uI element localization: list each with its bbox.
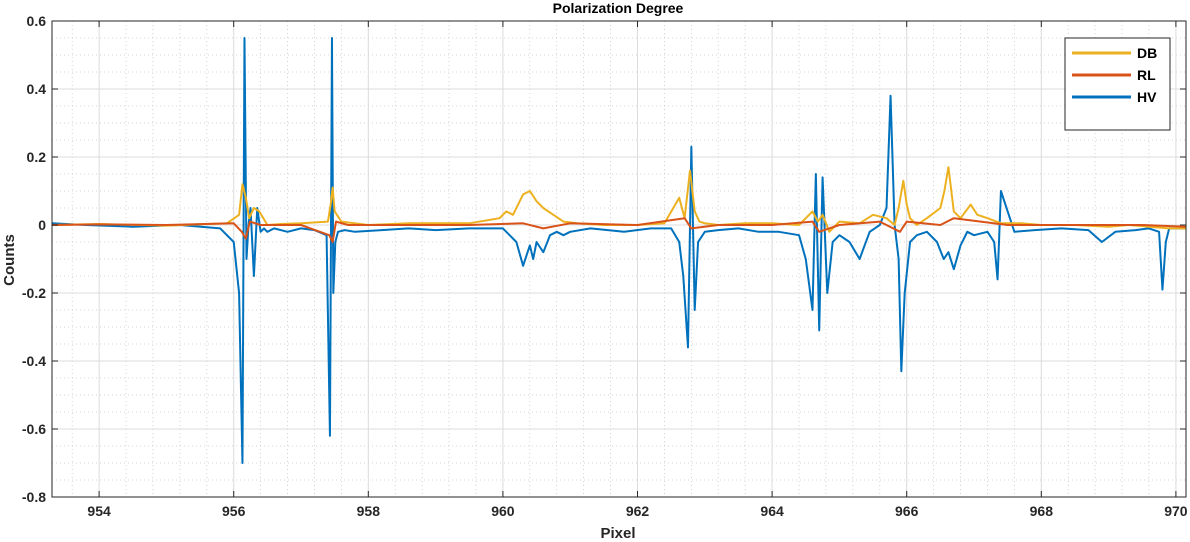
tick-labels: 954 956 958 960 962 964 966 968 970 -0.8 -0.6 -0.4 -… [22, 13, 1188, 519]
x-axis-label: Pixel [600, 525, 635, 542]
legend-label-db: DB [1137, 45, 1157, 61]
x-tick-label: 954 [87, 503, 111, 519]
axis-ticks [52, 20, 1186, 498]
legend-label-hv: HV [1137, 89, 1157, 105]
series-layer [51, 37, 1187, 464]
x-tick-label: 958 [357, 503, 381, 519]
y-tick-label: -0.2 [22, 285, 46, 301]
x-tick-label: 964 [760, 503, 784, 519]
y-tick-label: 0 [38, 217, 46, 233]
plot-area [52, 21, 1186, 497]
plot-frame [51, 20, 1187, 498]
x-tick-label: 960 [491, 503, 515, 519]
series-line-db [51, 166, 1186, 233]
y-tick-label: 0.2 [27, 149, 47, 165]
y-tick-label: 0.4 [27, 81, 47, 97]
legend-label-rl: RL [1137, 67, 1156, 83]
y-axis-label: Counts [1, 234, 18, 286]
x-tick-label: 968 [1030, 503, 1054, 519]
legend: DB RL HV [1064, 37, 1171, 131]
y-tick-label: -0.6 [22, 421, 46, 437]
y-tick-label: 0.6 [27, 13, 47, 29]
x-tick-label: 962 [626, 503, 650, 519]
y-tick-label: -0.4 [22, 353, 46, 369]
x-tick-label: 956 [222, 503, 246, 519]
x-tick-label: 966 [895, 503, 919, 519]
y-tick-label: -0.8 [22, 489, 46, 505]
chart-title: Polarization Degree [553, 0, 684, 16]
x-tick-label: 970 [1164, 503, 1188, 519]
series-line-rl [51, 217, 1187, 243]
